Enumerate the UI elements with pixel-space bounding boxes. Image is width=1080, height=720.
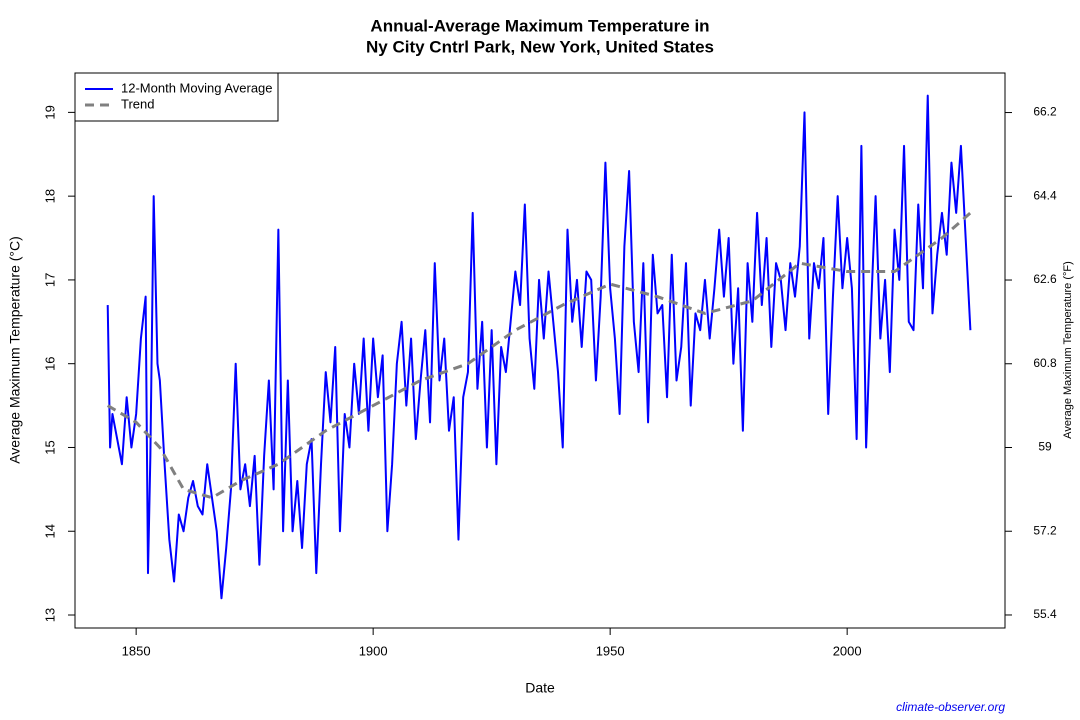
chart-subtitle: Ny City Cntrl Park, New York, United Sta… [366,37,714,56]
y2-tick-label: 62.6 [1033,272,1057,286]
chart-title: Annual-Average Maximum Temperature in [370,16,709,35]
x-tick-label: 2000 [833,643,862,658]
y-tick-label: 13 [42,608,57,622]
legend-label: Trend [121,96,154,111]
series-line [106,211,972,500]
x-tick-label: 1850 [122,643,151,658]
legend-box [74,72,279,122]
x-tick-label: 1950 [596,643,625,658]
y-tick-label: 17 [42,273,57,287]
y-tick-label: 15 [42,440,57,454]
y2-tick-label: 64.4 [1033,188,1057,202]
y2-tick-label: 57.2 [1033,523,1057,537]
y2-tick-label: 59 [1038,440,1052,454]
x-axis-title: Date [525,680,555,696]
source-credit: climate-observer.org [896,700,1005,714]
legend-label: 12-Month Moving Average [121,80,273,95]
y-axis-title: Average Maximum Temperature (°C) [7,236,23,464]
series-line [106,94,972,600]
y-tick-label: 19 [42,105,57,119]
y-tick-label: 18 [42,189,57,203]
plot-frame [74,72,1006,629]
y2-tick-label: 55.4 [1033,607,1057,621]
y-tick-label: 16 [42,356,57,370]
x-tick-label: 1900 [359,643,388,658]
y2-tick-label: 60.8 [1033,356,1057,370]
y2-axis-title: Average Maximum Temperature (°F) [1062,261,1074,439]
y-tick-label: 14 [42,524,57,538]
y2-tick-label: 66.2 [1033,105,1057,119]
